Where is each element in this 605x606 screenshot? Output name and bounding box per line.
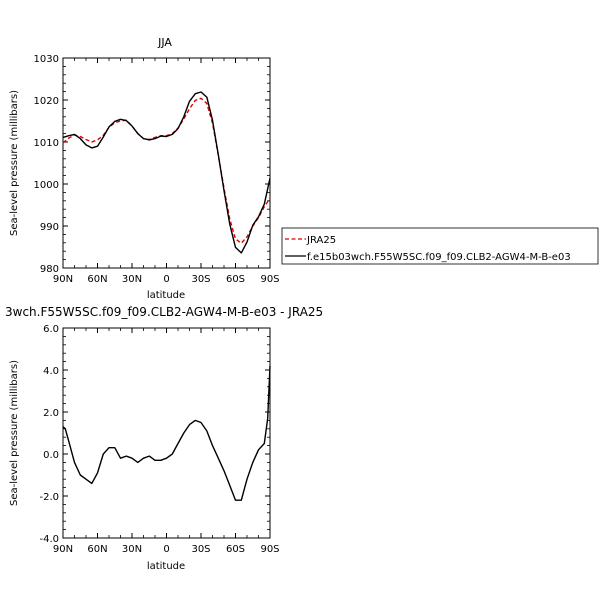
- top-x-tick-labels: 90N 60N 30N 0 30S 60S 90S: [53, 274, 280, 285]
- y-tick-label: 990: [40, 222, 59, 233]
- legend-label-model: f.e15b03wch.F55W5SC.f09_f09.CLB2-AGW4-M-…: [307, 252, 571, 263]
- bottom-chart-title: 3wch.F55W5SC.f09_f09.CLB2-AGW4-M-B-e03 -…: [5, 305, 323, 319]
- x-tick-label: 30S: [191, 274, 210, 285]
- y-tick-label: 1030: [34, 54, 59, 65]
- x-tick-label: 60N: [87, 274, 107, 285]
- bottom-plot-frame: [62, 327, 271, 539]
- x-tick-label: 90N: [53, 274, 73, 285]
- series-line-0-0: [62, 97, 271, 244]
- top-x-axis-label: latitude: [147, 290, 185, 301]
- y-tick-label: 6.0: [43, 324, 59, 335]
- y-tick-label: 1020: [34, 96, 59, 107]
- series-line-1-0: [62, 365, 271, 501]
- top-tick-marks: [62, 57, 271, 269]
- bottom-tick-marks: [62, 327, 271, 539]
- legend: JRA25 f.e15b03wch.F55W5SC.f09_f09.CLB2-A…: [281, 227, 599, 265]
- x-tick-label: 90N: [53, 544, 73, 555]
- series-line-0-1: [62, 91, 271, 254]
- x-tick-label: 30N: [122, 274, 142, 285]
- x-tick-label: 60N: [87, 544, 107, 555]
- y-tick-label: 2.0: [43, 408, 59, 419]
- top-plot-frame: [62, 57, 271, 269]
- y-tick-label: 1000: [34, 180, 59, 191]
- x-tick-label: 30N: [122, 544, 142, 555]
- x-tick-label: 90S: [260, 544, 279, 555]
- bottom-y-axis-label: Sea-level pressure (millibars): [9, 360, 20, 506]
- y-tick-label: 1010: [34, 138, 59, 149]
- y-tick-label: 0.0: [43, 450, 59, 461]
- top-y-axis-label: Sea-level pressure (millibars): [9, 90, 20, 236]
- x-tick-label: 60S: [226, 274, 245, 285]
- y-tick-label: 4.0: [43, 366, 59, 377]
- bottom-x-axis-label: latitude: [147, 561, 185, 572]
- x-tick-label: 30S: [191, 544, 210, 555]
- bottom-y-tick-labels: -4.0 -2.0 0.0 2.0 4.0 6.0: [39, 324, 59, 545]
- top-chart-title: JJA: [157, 36, 172, 49]
- y-tick-label: -2.0: [39, 492, 59, 503]
- x-tick-label: 90S: [260, 274, 279, 285]
- legend-label-jra25: JRA25: [306, 235, 336, 246]
- bottom-x-tick-labels: 90N 60N 30N 0 30S 60S 90S: [53, 544, 280, 555]
- x-tick-label: 60S: [226, 544, 245, 555]
- legend-box: [281, 227, 599, 265]
- bottom-series-layer: [62, 365, 271, 501]
- top-panel: JJA 980 990 1000 1010 1020 1030 90N 60N 30N 0 30S…: [9, 36, 280, 301]
- y-tick-label: 980: [40, 264, 59, 275]
- bottom-panel: 3wch.F55W5SC.f09_f09.CLB2-AGW4-M-B-e03 -…: [5, 305, 323, 572]
- x-tick-label: 0: [163, 544, 169, 555]
- top-y-tick-labels: 980 990 1000 1010 1020 1030: [34, 54, 59, 275]
- x-tick-label: 0: [163, 274, 169, 285]
- y-tick-label: -4.0: [39, 534, 59, 545]
- top-series-layer: [62, 91, 271, 254]
